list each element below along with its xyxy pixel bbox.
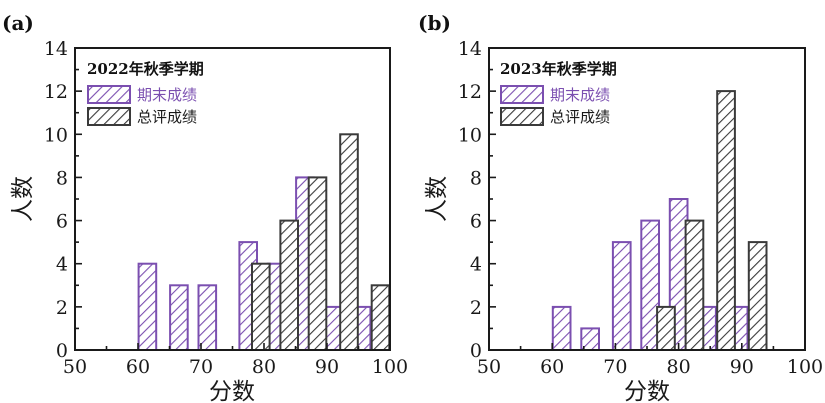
panel-b-legend-title: 2023年秋季学期 bbox=[500, 60, 617, 78]
panel-a-bar-overall-1 bbox=[279, 219, 299, 351]
panel-a-legend-swatch-final bbox=[87, 85, 131, 104]
panel-b-y-tick-label-14: 14 bbox=[458, 38, 482, 60]
panel-a-legend-title: 2022年秋季学期 bbox=[87, 60, 204, 78]
panel-a-bar-final-1 bbox=[169, 284, 189, 351]
panel-a-bar-overall-2 bbox=[307, 176, 328, 351]
panel-a-bar-final-0 bbox=[137, 262, 158, 352]
panel-b-bar-overall-2 bbox=[716, 90, 736, 351]
panel-a-ticks bbox=[74, 47, 391, 351]
panel-b-legend-swatch-final bbox=[500, 85, 544, 104]
panel-b-x-tick-label-70: 70 bbox=[603, 356, 627, 378]
panel-a-y-tick-label-14: 14 bbox=[44, 38, 68, 60]
panel-b-legend: 2023年秋季学期 期末成绩 总评成绩 bbox=[500, 60, 617, 126]
panel-b-bar-overall-0 bbox=[656, 305, 676, 351]
panel-b-y-tick-label-0: 0 bbox=[470, 340, 482, 362]
panel-a-y-tick-label-4: 4 bbox=[56, 254, 68, 276]
panel-b-x-tick-label-90: 90 bbox=[730, 356, 754, 378]
panel-b-y-tick-label-6: 6 bbox=[470, 211, 482, 233]
panel-b-legend-label-overall: 总评成绩 bbox=[550, 108, 610, 126]
panel-a-bar-final-2 bbox=[197, 284, 218, 351]
panel-a-bars bbox=[137, 133, 391, 352]
panel-a-label: (a) bbox=[2, 11, 34, 35]
panel-a-y-tick-label-2: 2 bbox=[56, 297, 68, 319]
panel-b-x-tick-label-50: 50 bbox=[477, 356, 501, 378]
panel-b-bar-final-0 bbox=[551, 305, 572, 351]
panel-b-y-tick-label-12: 12 bbox=[458, 81, 482, 103]
panel-b-x-tick-label-80: 80 bbox=[667, 356, 691, 378]
panel-b-x-tick-label-100: 100 bbox=[787, 356, 823, 378]
panel-b-bar-final-2 bbox=[611, 241, 632, 352]
panel-a-y-tick-label-10: 10 bbox=[44, 124, 68, 146]
panel-a-legend-label-final: 期末成绩 bbox=[137, 86, 197, 104]
panel-a-y-tick-label-8: 8 bbox=[56, 167, 68, 189]
panel-a-tick-labels: 50 60 70 80 90 100 0 2 4 6 8 10 12 14 bbox=[44, 38, 408, 378]
panel-b-x-tick-label-60: 60 bbox=[540, 356, 564, 378]
panel-a-bar-overall-3 bbox=[339, 133, 359, 351]
panel-b-bar-overall-1 bbox=[684, 219, 705, 351]
panel-a-x-tick-label-50: 50 bbox=[63, 356, 87, 378]
panel-b: (b) 50 60 70 80 90 100 0 2 4 6 8 10 12 14 分数 人数 2023年… bbox=[418, 11, 823, 403]
panel-a-x-axis-title: 分数 bbox=[209, 379, 255, 403]
panel-a-y-tick-label-12: 12 bbox=[44, 81, 68, 103]
panel-a-legend-label-overall: 总评成绩 bbox=[137, 108, 197, 126]
panel-b-ticks bbox=[488, 47, 806, 351]
panel-a-bar-overall-4 bbox=[370, 284, 391, 351]
panel-b-legend-label-final: 期末成绩 bbox=[550, 86, 610, 104]
panel-b-y-tick-label-2: 2 bbox=[470, 297, 482, 319]
panel-a-x-tick-label-90: 90 bbox=[315, 356, 339, 378]
panel-b-bar-overall-3 bbox=[747, 241, 768, 352]
panel-b-bars bbox=[551, 90, 768, 352]
panel-b-x-axis-title: 分数 bbox=[624, 379, 670, 403]
panel-b-y-tick-label-8: 8 bbox=[470, 167, 482, 189]
panel-b-legend-swatch-overall bbox=[500, 107, 544, 126]
panel-a-x-tick-label-60: 60 bbox=[126, 356, 150, 378]
panel-a-x-tick-label-80: 80 bbox=[252, 356, 276, 378]
panel-a-legend-swatch-overall bbox=[87, 107, 131, 126]
panel-a-y-axis-title: 人数 bbox=[10, 176, 36, 222]
panel-b-y-tick-label-10: 10 bbox=[458, 124, 482, 146]
panel-b-y-tick-label-4: 4 bbox=[470, 254, 482, 276]
panel-b-y-axis-title: 人数 bbox=[424, 176, 450, 222]
panel-a-x-tick-label-100: 100 bbox=[372, 356, 408, 378]
panel-a-bar-overall-0 bbox=[251, 262, 271, 352]
panel-b-tick-labels: 50 60 70 80 90 100 0 2 4 6 8 10 12 14 bbox=[458, 38, 823, 378]
panel-a-x-tick-label-70: 70 bbox=[189, 356, 213, 378]
panel-a: (a) 50 60 70 80 90 100 0 2 4 6 8 10 12 14 分数 人数 2022年… bbox=[2, 11, 408, 403]
panel-a-y-tick-label-6: 6 bbox=[56, 211, 68, 233]
panel-a-legend: 2022年秋季学期 期末成绩 总评成绩 bbox=[87, 60, 204, 126]
panel-b-label: (b) bbox=[418, 11, 451, 35]
panel-a-y-tick-label-0: 0 bbox=[56, 340, 68, 362]
